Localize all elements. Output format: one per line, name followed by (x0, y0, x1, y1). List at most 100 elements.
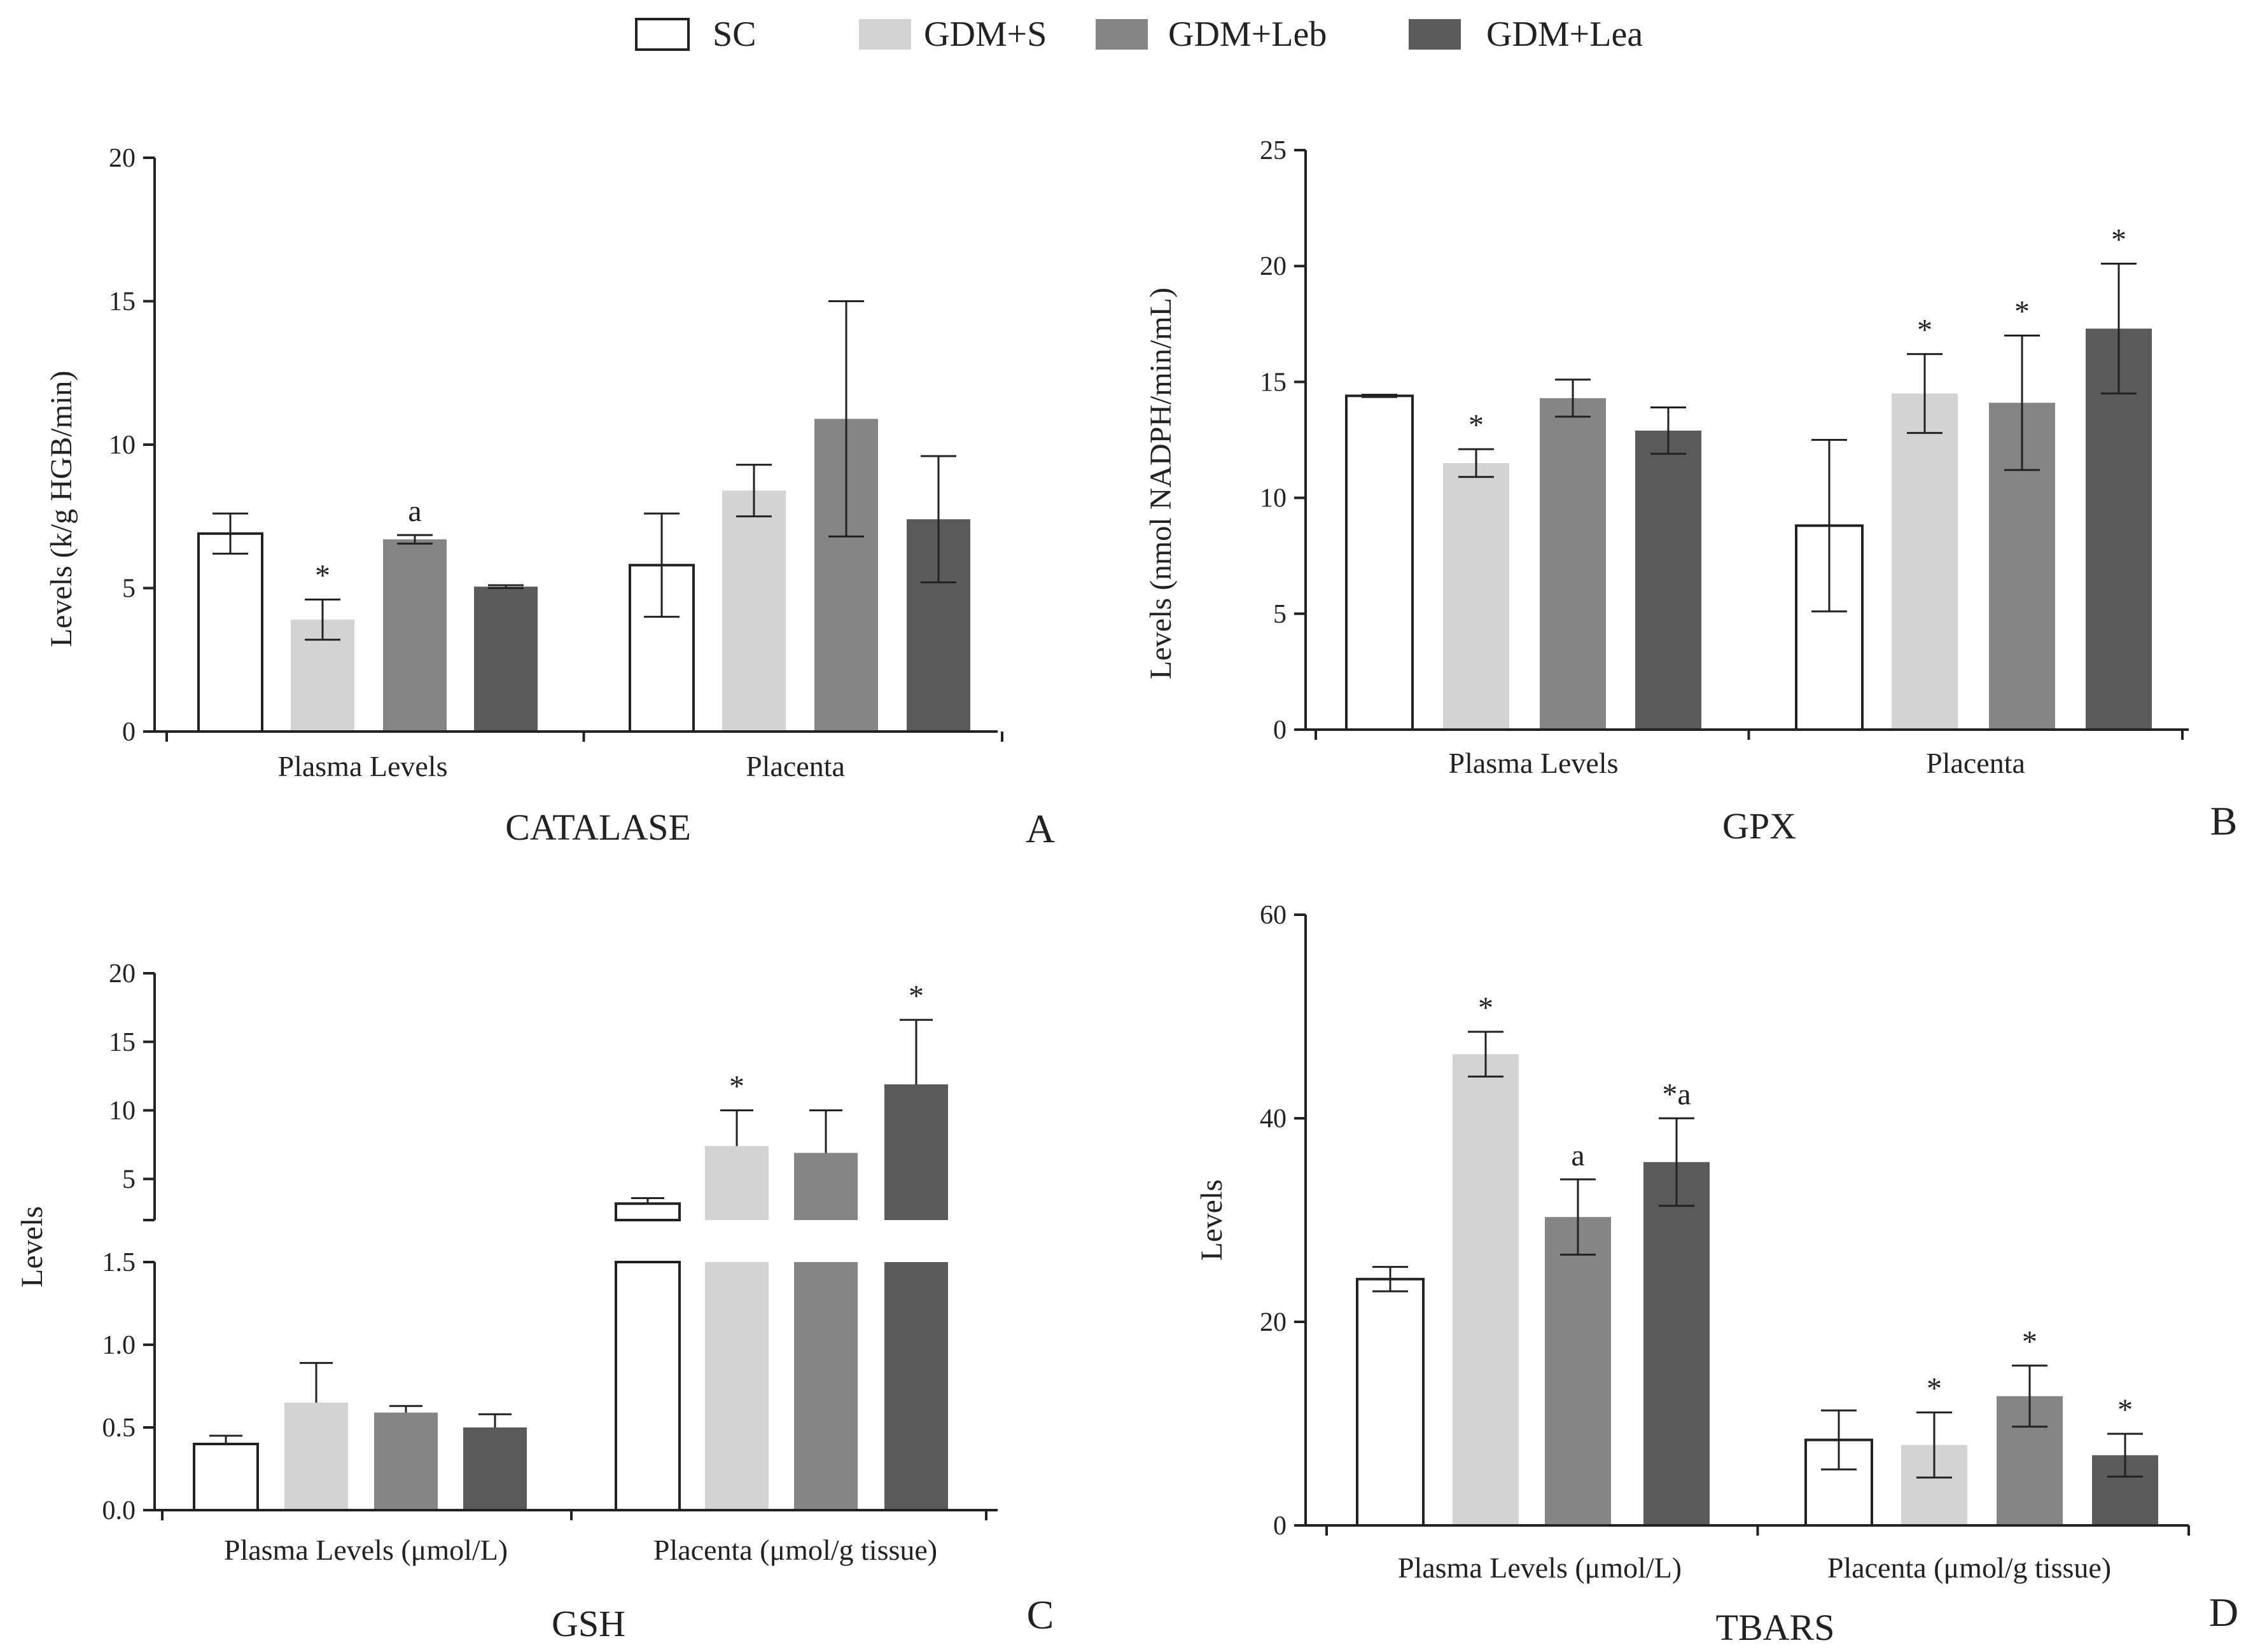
panel-a-gdm-s-1-error-bar (305, 599, 340, 641)
panel-a-sc-2-error-bar (644, 512, 680, 618)
panel-d-gdm-lea-2-annotation: * (2117, 1393, 2133, 1427)
panel-a-title: CATALASE (505, 807, 691, 848)
panel-c-category-label-2: Placenta (μmol/g tissue) (653, 1534, 937, 1566)
panel-b-title: GPX (1722, 805, 1796, 847)
panel-a-gdm-lea-2-error-bar (921, 455, 956, 583)
panel-c-letter: C (1027, 1592, 1054, 1637)
panel-b-gdm-leb-2-annotation: * (2014, 295, 2030, 329)
panel-a-y-tick-label-2: 10 (109, 431, 136, 460)
panel-d-sc-2-bar (1804, 1438, 1873, 1527)
panel-b-letter: B (2210, 798, 2238, 843)
panel-a-gdm-lea-1-bar (474, 587, 538, 732)
panel-a-gdm-leb-1-annotation: a (408, 494, 421, 528)
panel-a-category-label-2: Placenta (746, 750, 845, 782)
panel-b-y-tick-label-3: 15 (1260, 368, 1287, 397)
panel-c-bars: ** (193, 979, 948, 1511)
panel-a-gdm-leb-1-bar (383, 539, 447, 732)
panel-d-gdm-s-2-annotation: * (1927, 1371, 1942, 1405)
panel-b-y-tick-label-5: 25 (1260, 136, 1287, 165)
panel-b-gdm-lea-2-bar (2086, 328, 2152, 730)
panel-c-axes: 0.0 0.5 1.0 1.5 5 10 15 20 (102, 959, 998, 1525)
legend-swatch-gdm-lea (1409, 19, 1461, 50)
panel-c-gdm-lea-2-annotation: * (909, 979, 924, 1013)
panel-d-sc-1-error-bar (1372, 1266, 1408, 1293)
panel-c-gdm-s-2-annotation: * (729, 1070, 744, 1104)
panel-d-bars: **a**a* (1356, 991, 2158, 1527)
panel-c-gdm-lea-2-bar-lower (884, 1262, 948, 1510)
panel-a-bars: *a (197, 300, 970, 733)
panel-c-gdm-lea-2-bar-upper (884, 1084, 948, 1220)
panel-c-sc-1-bar (193, 1443, 259, 1511)
legend-label-sc: SC (713, 15, 757, 54)
panel-b-gpx: * * * * 0 5 10 15 20 25 Levels (nmol NADPH/min/m… (1144, 136, 2237, 847)
panel-a-y-tick-label-3: 15 (109, 288, 136, 317)
panel-d-y-tick-label-3: 60 (1260, 901, 1287, 930)
panel-a-y-axis-label: Levels (k/g HGB/min) (45, 371, 78, 648)
panel-d-gdm-leb-1-error-bar (1560, 1178, 1596, 1256)
legend-swatch-gdm-s (859, 19, 911, 50)
panel-d-gdm-lea-2-error-bar (2107, 1433, 2143, 1478)
panel-b-y-tick-label-1: 5 (1273, 600, 1287, 629)
panel-d-y-axis-label: Levels (1195, 1179, 1229, 1261)
panel-d-sc-1-bar (1356, 1277, 1425, 1527)
panel-d-y-tick-label-1: 20 (1260, 1308, 1287, 1337)
panel-a-sc-1-error-bar (213, 512, 248, 555)
panel-c-category-label-1: Plasma Levels (μmol/L) (224, 1534, 508, 1566)
panel-b-y-tick-label-2: 10 (1260, 484, 1287, 513)
panel-b-gdm-lea-2-error-bar (2101, 263, 2137, 395)
panel-c-y-tick-label-upper-2: 15 (109, 1028, 136, 1057)
panel-b-gdm-s-1-annotation: * (1468, 408, 1484, 442)
panel-a-gdm-s-2-bar (722, 490, 786, 732)
panel-b-gdm-s-1-error-bar (1458, 448, 1494, 478)
panel-d-letter: D (2209, 1590, 2238, 1635)
legend-swatch-sc (635, 18, 690, 51)
panel-b-y-tick-label-0: 0 (1273, 716, 1287, 745)
panel-a-axes: 0 5 10 15 20 (109, 144, 1003, 747)
panel-d-gdm-s-1-annotation: * (1478, 991, 1493, 1025)
panel-b-gdm-s-1-bar (1443, 462, 1509, 730)
panel-c-y-tick-label-lower-0: 0.0 (102, 1496, 136, 1525)
legend-label-gdm-lea: GDM+Lea (1486, 15, 1643, 54)
panel-c-gdm-leb-2-bar-lower (794, 1262, 858, 1510)
panel-d-gdm-lea-1-annotation: *a (1662, 1078, 1691, 1111)
panel-d-axes: 0 20 40 60 (1260, 901, 2190, 1541)
panel-b-category-label-2: Placenta (1926, 747, 2025, 779)
panel-a-gdm-s-2-error-bar (736, 464, 772, 518)
panel-d-y-tick-label-2: 40 (1260, 1104, 1287, 1134)
panel-b-sc-1-error-bar (1362, 393, 1397, 398)
panel-a-gdm-lea-1-error-bar (488, 584, 524, 589)
panel-c-y-tick-label-lower-3: 1.5 (102, 1248, 136, 1277)
panel-b-gdm-s-2-bar (1892, 393, 1958, 730)
panel-c-sc-2-bar-lower (615, 1261, 681, 1511)
panel-d-category-label-2: Placenta (μmol/g tissue) (1827, 1551, 2111, 1584)
panel-c-y-tick-label-lower-2: 1.0 (102, 1331, 136, 1360)
panel-b-gdm-s-2-error-bar (1907, 353, 1943, 434)
panel-b-category-label-1: Plasma Levels (1449, 747, 1619, 779)
panel-b-gdm-leb-1-error-bar (1555, 378, 1591, 418)
panel-b-gdm-s-2-annotation: * (1917, 314, 1932, 347)
panel-d-sc-2-error-bar (1821, 1409, 1857, 1471)
panel-b-gdm-leb-1-bar (1540, 398, 1606, 730)
panel-a-y-tick-label-4: 20 (109, 144, 136, 173)
panel-a-gdm-leb-2-error-bar (828, 300, 864, 538)
panel-d-gdm-leb-2-annotation: * (2022, 1325, 2037, 1359)
panel-b-gdm-lea-2-annotation: * (2111, 223, 2126, 257)
panel-c-y-tick-label-upper-0: 5 (122, 1165, 136, 1194)
panel-b-sc-2-error-bar (1811, 439, 1847, 613)
legend-item-gdm-leb: GDM+Leb (1096, 15, 1327, 54)
panel-a-sc-1-bar (197, 532, 263, 733)
panel-c-gdm-s-2-bar-upper (705, 1146, 769, 1220)
panel-d-gdm-lea-1-bar (1643, 1162, 1710, 1525)
panel-c-y-tick-label-upper-1: 10 (109, 1097, 136, 1126)
panel-b-y-axis-label: Levels (nmol NADPH/min/mL) (1144, 288, 1178, 679)
panel-d-title: TBARS (1716, 1607, 1835, 1648)
panel-a-y-tick-label-1: 5 (122, 574, 136, 604)
panel-b-axes: 0 5 10 15 20 25 (1260, 136, 2189, 745)
panel-b-gdm-lea-1-error-bar (1650, 406, 1686, 455)
legend-item-gdm-s: GDM+S (859, 15, 1047, 54)
legend-label-gdm-leb: GDM+Leb (1168, 15, 1327, 54)
panel-d-y-tick-label-0: 0 (1273, 1511, 1287, 1541)
